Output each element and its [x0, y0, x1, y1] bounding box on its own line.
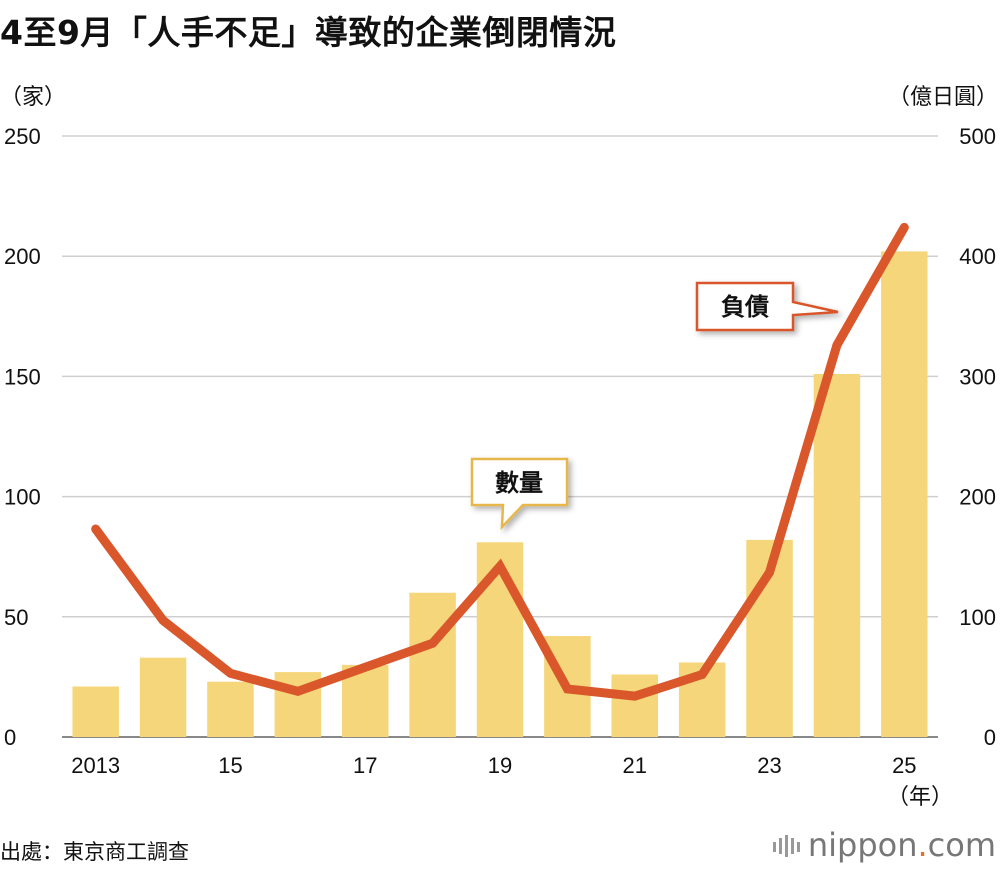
bar: [207, 681, 254, 737]
y-left-unit-label: （家）: [0, 85, 66, 110]
chart-title: 4至9月「人手不足」導致的企業倒閉情況: [0, 13, 617, 52]
bar: [72, 686, 119, 737]
x-axis-unit-label: （年）: [887, 784, 953, 809]
nippon-logo-icon: [772, 835, 800, 857]
bar-series: [72, 251, 928, 737]
chart-svg: 0 0 50 100 100 200 150 300 200 400 250 500 2013 15 17 1…: [0, 85, 998, 809]
y-right-unit-label: （億日圓）: [888, 85, 998, 110]
bar-series-callout: [470, 457, 569, 531]
axes: 0 0 50 100 100 200 150 300 200 400 250 500 2013 15 17 1…: [4, 124, 996, 778]
bar: [813, 373, 861, 737]
line-series-callout: [695, 281, 839, 332]
brand-logo: nippon.com: [772, 826, 996, 864]
brand-name: nippon: [807, 826, 918, 864]
x-tick-label: 23: [757, 753, 781, 778]
y-left-tick-label: 250: [4, 124, 41, 149]
y-left-tick-label: 0: [4, 725, 16, 750]
y-left-tick-label: 200: [4, 244, 41, 269]
y-right-tick-label: 300: [959, 364, 996, 389]
x-tick-label: 25: [892, 753, 916, 778]
y-left-tick-label: 150: [4, 364, 41, 389]
bar: [409, 592, 456, 737]
bar-series-callout-label: 數量: [495, 469, 543, 497]
x-tick-label: 21: [623, 753, 647, 778]
line-series: [91, 222, 909, 701]
y-right-tick-label: 200: [959, 485, 996, 510]
x-tick-label: 2013: [71, 753, 120, 778]
y-left-tick-label: 100: [4, 485, 41, 510]
x-tick-label: 19: [488, 753, 512, 778]
brand-tld: com: [927, 826, 996, 864]
brand-dot: .: [917, 826, 928, 864]
y-right-tick-label: 100: [959, 605, 996, 630]
line-series-callout-label: 負債: [721, 293, 769, 321]
x-tick-label: 17: [353, 753, 377, 778]
y-right-tick-label: 500: [959, 124, 996, 149]
y-left-tick-label: 50: [4, 605, 28, 630]
x-tick-label: 15: [218, 753, 242, 778]
y-right-tick-label: 400: [959, 244, 996, 269]
bar: [611, 674, 659, 737]
source-note: 出處：東京商工調查: [0, 840, 189, 864]
bar: [881, 251, 928, 737]
y-right-tick-label: 0: [984, 725, 996, 750]
bar: [139, 657, 187, 737]
